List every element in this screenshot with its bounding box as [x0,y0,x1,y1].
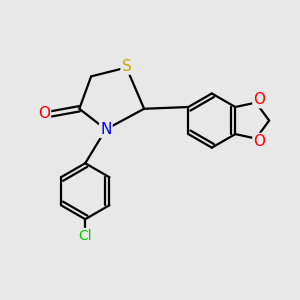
Text: O: O [254,92,266,107]
Text: O: O [38,106,50,121]
Text: N: N [100,122,112,137]
Text: S: S [122,58,131,74]
Text: O: O [254,134,266,149]
Text: Cl: Cl [78,229,92,243]
